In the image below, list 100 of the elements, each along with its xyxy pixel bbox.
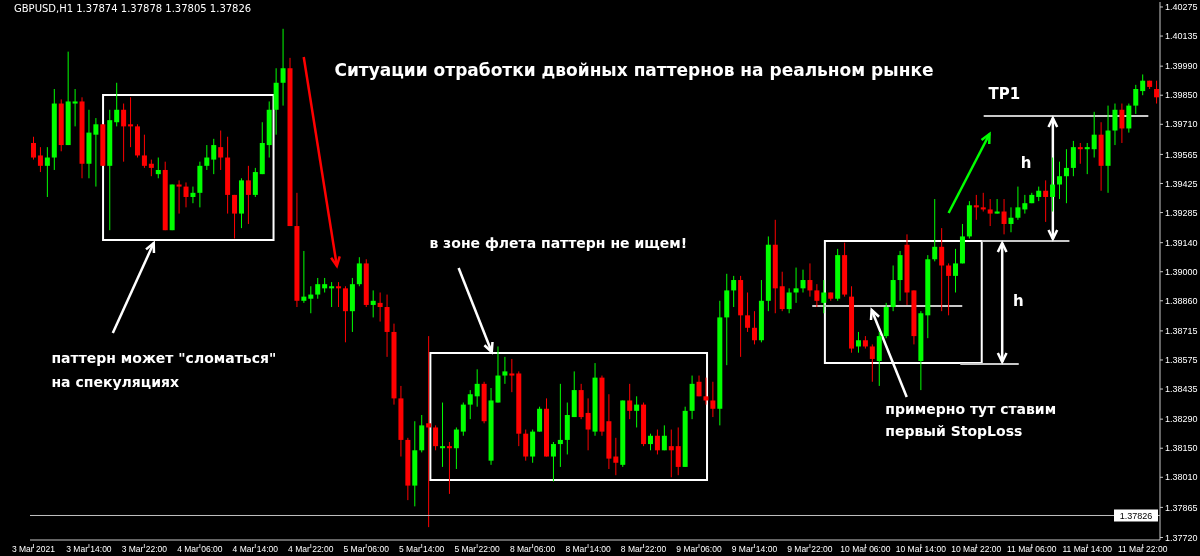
candlestick [1015,186,1021,221]
candlestick [252,167,258,198]
candlestick [973,194,979,221]
candlestick [183,181,189,208]
candlestick [329,281,335,308]
y-tick-label: 1.38715 [1165,326,1198,337]
x-tick-label: 9 Mar 22:00 [787,544,833,554]
y-tick-label: 1.38150 [1165,443,1198,454]
candlestick [946,262,952,316]
text: Ситуации отработки двойных паттернов на реальном рынке [334,60,934,80]
candlestick [440,402,446,468]
x-tick-label: 5 Mar 14:00 [399,544,445,554]
candlestick [218,130,224,171]
x-tick-label: 11 Mar 22:00 [1117,544,1168,554]
x-tick-label: 11 Mar 14:00 [1062,544,1113,554]
candlestick [994,198,1000,215]
x-tick-label: 10 Mar 14:00 [895,544,947,554]
candlestick [176,179,182,215]
x-tick-label: 4 Mar 22:00 [288,544,334,554]
candlestick [31,136,36,161]
candlestick [114,82,120,127]
x-tick-label: 3 Mar 14:00 [66,544,112,554]
candlestick [627,383,633,420]
candlestick [1022,194,1028,215]
x-tick-label: 10 Mar 22:00 [951,544,1002,554]
y-tick-label: 1.38860 [1165,295,1198,306]
candlestick [1008,206,1014,233]
x-tick-label: 5 Mar 22:00 [454,544,501,554]
candlestick [1063,148,1069,204]
x-tick-label: 5 Mar 06:00 [343,544,390,554]
candlestick [661,424,667,451]
x-tick-label: 10 Mar 06:00 [840,544,891,554]
candlestick [356,256,362,287]
y-tick-label: 1.39850 [1165,90,1198,101]
candlestick [1084,142,1090,175]
candlestick [668,429,674,478]
y-tick-label: 1.39990 [1165,61,1198,72]
candlestick [814,283,820,308]
candlestick [232,194,238,239]
annotation: примерно тут ставим первый StopLoss [885,401,1057,439]
y-tick-label: 1.39710 [1165,119,1198,130]
candlestick [703,377,709,406]
annotation: h [1020,154,1032,172]
candlestick [786,287,792,314]
y-tick-label: 1.38575 [1165,355,1198,366]
candlestick [155,157,161,179]
candlestick [315,277,321,300]
candlestick [987,198,993,227]
x-tick-label: 3 Mar 2021 [11,544,56,554]
candlestick [751,310,757,345]
candlestick [745,291,751,333]
candlestick [280,28,286,107]
candlestick [1133,84,1139,115]
candlestick [779,271,785,312]
y-tick-label: 1.39140 [1165,237,1198,248]
candlestick [502,356,508,385]
x-tick-label: 8 Mar 14:00 [565,544,612,554]
candlestick [1140,73,1146,96]
candlestick [550,441,556,482]
y-tick-label: 1.40275 [1165,2,1198,13]
y-tick-label: 1.39425 [1165,178,1198,189]
candlestick [204,144,210,171]
candlestick [675,426,681,476]
candlestick [855,331,861,354]
candlestick [731,275,737,308]
candlestick [474,368,480,408]
candlestick [377,291,383,323]
candlestick [190,186,196,204]
y-tick-label: 1.39000 [1165,266,1198,277]
candlestick [453,426,459,470]
x-tick-label: 8 Mar 06:00 [509,544,556,554]
candlestick [1043,179,1049,223]
annotation: TP1 [988,85,1021,103]
candlestick [245,165,251,225]
x-tick-label: 4 Mar 06:00 [177,544,223,554]
candlestick [710,381,716,418]
candlestick [939,227,945,312]
candlestick [1057,161,1063,200]
y-tick-label: 1.40135 [1165,31,1198,42]
candlestick [433,424,439,451]
candlestick [370,289,376,318]
x-tick-label: 4 Mar 14:00 [232,544,279,554]
candlestick [509,358,515,393]
candlestick [121,103,127,163]
candlestick [128,96,134,148]
annotation: h [1012,292,1024,310]
annotation: в зоне флета паттерн не ищем! [429,235,688,251]
ref-line-label: 1.37826 [1119,511,1153,522]
y-tick-label: 1.38290 [1165,414,1198,425]
candlestick [807,262,813,298]
candlestick [1112,103,1118,146]
candlestick [1070,140,1076,177]
x-tick-label: 3 Mar 22:00 [121,544,168,554]
candlestick [336,281,342,308]
annotation: GBPUSD,H1 1.37874 1.37878 1.37805 1.37826 [14,3,252,14]
y-tick-label: 1.39565 [1165,149,1198,160]
candlestick [585,397,591,451]
candlestick [523,429,529,462]
candlestick [1126,103,1132,134]
candlestick [72,88,78,127]
